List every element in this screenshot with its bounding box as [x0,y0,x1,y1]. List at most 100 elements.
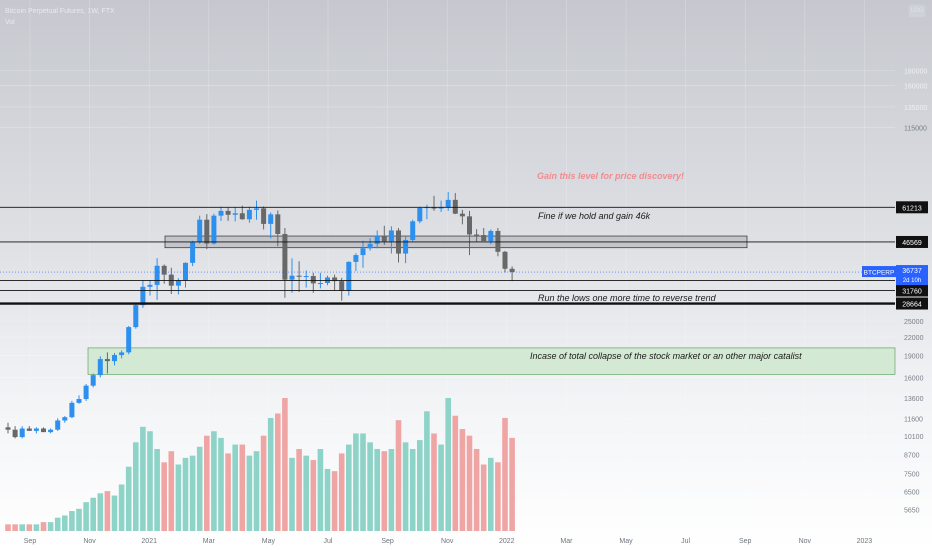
volume-bar [275,413,281,531]
price-tags: 6121346569343953176028664BTCPERP367372d … [862,201,928,310]
x-tick-label: Jul [681,538,690,545]
candle-body [62,417,68,421]
candle-body [112,355,117,362]
volume-bar [324,468,331,531]
volume-bar [154,448,160,531]
volume-bars [5,398,515,531]
candle [76,395,82,404]
y-tick-label: 160000 [904,83,927,90]
volume-label: Vol [5,19,15,26]
candle [268,212,274,239]
candle [112,353,117,366]
candle [360,240,366,268]
x-tick-label: 2021 [141,538,157,545]
annotation-price-discovery: Gain this level for price discovery! [537,171,684,181]
candle [211,213,217,245]
volume-bar [346,444,352,531]
current-price-tag [896,265,928,286]
candle [431,195,437,211]
volume-bar [19,524,25,531]
candle [19,426,25,439]
volume-bar [338,453,345,531]
volume-bar [211,431,217,531]
candle [282,227,288,298]
y-tick-label: 180000 [904,68,927,75]
y-tick-label: 19000 [904,354,924,361]
candle-body [211,215,217,244]
volume-bar [33,524,40,531]
candle-body [225,210,231,215]
y-tick-label: 13600 [904,396,924,403]
candle-body [161,265,167,275]
candle [346,261,352,296]
volume-bar [253,451,260,531]
candle-body [303,276,309,278]
y-axis: 5650 6500 7500 8700 10100 11600 13600 16000 1900… [904,68,927,514]
candle-body [495,230,501,252]
candle-body [154,265,160,285]
y-tick-label: 16000 [904,375,924,382]
level-price-tag [896,297,928,310]
candle [509,266,515,282]
candle [175,278,181,295]
volume-bar [182,457,189,531]
candle-body [140,286,146,306]
candle-body [76,399,82,403]
candle [154,258,160,300]
volume-bar [353,433,359,531]
volume-bar [140,426,146,531]
candle-body [147,284,153,287]
candle-body [509,268,515,273]
volume-bar [118,484,125,531]
candle-body [417,207,423,222]
candle-body [481,235,487,242]
volume-bar [381,451,388,531]
candle-body [204,219,210,244]
y-tick-label: 115000 [904,125,927,132]
candle-body [26,428,32,431]
volume-bar [374,448,380,531]
level-price-tag [896,201,928,214]
volume-bar [204,435,210,531]
y-tick-label: 11600 [904,416,923,423]
volume-bar [83,502,89,531]
candle-body [90,375,96,386]
candle [289,258,295,293]
volume-bar [5,524,11,531]
volume-bar [367,442,373,531]
candle-body [126,327,132,353]
candle-body [133,305,139,328]
candle [183,262,188,288]
volume-bar [452,415,459,531]
candle [310,272,316,293]
volume-bar [12,524,18,531]
candle-body [410,221,416,240]
candle-body [190,242,196,263]
candle [474,229,480,242]
level-price-label: 28664 [902,302,922,309]
candle-body [459,213,465,217]
candle-body [374,235,380,244]
volume-bar [466,435,473,531]
log-scale-button[interactable]: LOG [908,4,926,18]
candle [147,280,153,296]
x-tick-label: Nov [799,538,812,545]
countdown-label: 2d 10h [903,278,921,284]
volume-bar [445,398,451,531]
candle-body [502,251,508,269]
volume-bar [90,497,96,531]
candle [367,238,373,251]
volume-bar [246,455,253,531]
candle-body [119,352,125,356]
y-tick-label: 7500 [904,472,920,479]
volume-bar [296,448,302,531]
x-tick-label: Nov [441,538,454,545]
candle [459,209,465,225]
volume-bar [303,455,309,531]
volume-bar [360,433,366,531]
level-price-tag [896,235,928,248]
volume-bar [502,417,508,531]
x-tick-label: Jul [324,538,333,545]
